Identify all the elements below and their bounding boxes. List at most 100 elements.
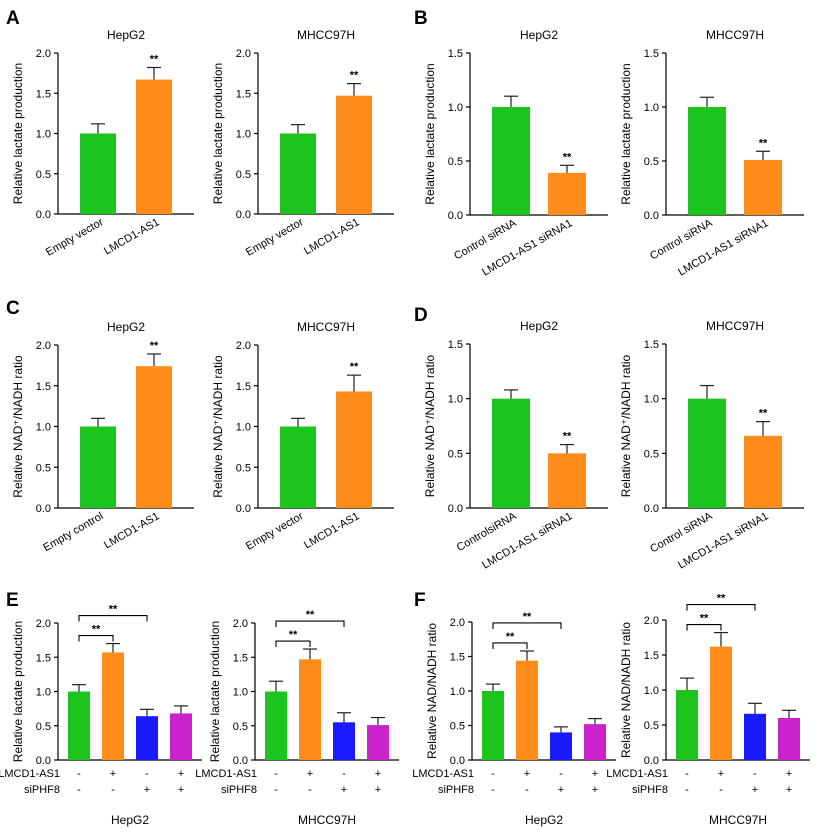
x-tick-label: LMCD1-AS1 siRNA1 bbox=[480, 217, 574, 278]
condition-row-label: siPHF8 bbox=[438, 784, 474, 796]
bar bbox=[136, 716, 158, 760]
x-tick-label: LMCD1-AS1 bbox=[102, 216, 161, 257]
y-tick-label: 0.5 bbox=[236, 169, 251, 181]
y-tick-label: 0.0 bbox=[644, 755, 659, 767]
bar bbox=[688, 107, 726, 215]
chart-a-right: 0.0 0.5 1.0 1.5 2.0 Relative lactate producti… bbox=[211, 28, 394, 259]
bracket-label: ** bbox=[700, 613, 709, 625]
x-tick-label: Empty control bbox=[41, 510, 105, 554]
bar bbox=[280, 426, 316, 508]
condition-sign: - bbox=[111, 784, 115, 796]
bar bbox=[548, 172, 586, 215]
condition-sign: - bbox=[491, 768, 495, 780]
significance-label: ** bbox=[759, 408, 768, 420]
significance-label: ** bbox=[563, 151, 572, 163]
condition-sign: + bbox=[375, 768, 381, 780]
y-axis-label: Relative lactate production bbox=[423, 63, 437, 204]
chart-f-right: 0.0 0.5 1.0 1.5 2.0 Relative NAD/NADH ratio **… bbox=[606, 593, 810, 827]
bar bbox=[744, 159, 782, 215]
condition-sign: + bbox=[178, 768, 184, 780]
y-tick-label: 0.5 bbox=[644, 156, 659, 168]
significance-label: ** bbox=[563, 431, 572, 443]
y-tick-label: 1.5 bbox=[236, 88, 251, 100]
chart-title: MHCC97H bbox=[297, 28, 355, 42]
chart-b-right: 0.0 0.5 1.0 1.5 Relative lactate production M… bbox=[619, 28, 804, 279]
y-tick-label: 0.5 bbox=[644, 448, 659, 460]
y-tick-label: 0.5 bbox=[36, 721, 51, 733]
x-tick-label: LMCD1-AS1 bbox=[102, 510, 161, 551]
y-tick-label: 1.0 bbox=[233, 687, 248, 699]
y-axis-label: Relative lactate production bbox=[619, 63, 633, 204]
chart-f-left: 0.0 0.5 1.0 1.5 2.0 Relative NAD/NADH ratio **… bbox=[412, 611, 616, 827]
chart-title: MHCC97H bbox=[706, 319, 764, 333]
bracket-label: ** bbox=[92, 624, 101, 636]
y-tick-label: 1.5 bbox=[36, 381, 51, 393]
y-tick-label: 1.5 bbox=[644, 339, 659, 351]
condition-sign: - bbox=[719, 784, 723, 796]
y-tick-label: 0.5 bbox=[448, 448, 463, 460]
y-tick-label: 0.5 bbox=[36, 462, 51, 474]
condition-sign: + bbox=[718, 768, 724, 780]
bar bbox=[548, 453, 586, 508]
condition-sign: + bbox=[341, 784, 347, 796]
y-tick-label: 1.5 bbox=[448, 339, 463, 351]
bar bbox=[280, 133, 316, 214]
bar bbox=[744, 713, 766, 760]
condition-sign: + bbox=[524, 768, 530, 780]
condition-sign: - bbox=[559, 768, 563, 780]
y-tick-label: 0.0 bbox=[233, 755, 248, 767]
bar bbox=[492, 107, 530, 215]
y-axis-label: Relative NAD⁺/NADH ratio bbox=[211, 355, 225, 498]
bar bbox=[688, 398, 726, 508]
y-tick-label: 1.5 bbox=[448, 48, 463, 60]
y-tick-label: 1.0 bbox=[448, 394, 463, 406]
chart-title: HepG2 bbox=[520, 28, 558, 42]
y-tick-label: 0.5 bbox=[644, 720, 659, 732]
panel-letter-d: D bbox=[414, 305, 428, 326]
significance-label: ** bbox=[150, 340, 159, 352]
chart-title: HepG2 bbox=[520, 319, 558, 333]
chart-c-left: 0.0 0.5 1.0 1.5 2.0 Relative NAD⁺/NADH ratio H… bbox=[11, 320, 194, 554]
significance-bracket bbox=[78, 635, 114, 642]
y-tick-label: 1.5 bbox=[644, 650, 659, 662]
y-tick-label: 0.0 bbox=[36, 755, 51, 767]
panel-letter-b: B bbox=[414, 8, 428, 29]
y-tick-label: 2.0 bbox=[36, 48, 51, 60]
y-axis-label: Relative NAD⁺/NADH ratio bbox=[619, 354, 633, 497]
bar bbox=[80, 426, 116, 508]
y-tick-label: 1.0 bbox=[644, 394, 659, 406]
y-tick-label: 0.0 bbox=[644, 503, 659, 515]
y-axis-label: Relative lactate production bbox=[211, 63, 225, 204]
y-tick-label: 1.5 bbox=[233, 652, 248, 664]
significance-bracket bbox=[686, 624, 722, 631]
significance-bracket bbox=[492, 622, 562, 629]
y-tick-label: 2.0 bbox=[450, 617, 465, 629]
bar bbox=[778, 718, 800, 760]
bar bbox=[136, 79, 172, 214]
group-label: MHCC97H bbox=[298, 813, 356, 827]
bracket-label: ** bbox=[506, 631, 515, 643]
condition-sign: + bbox=[144, 784, 150, 796]
y-tick-label: 0.5 bbox=[36, 169, 51, 181]
bar bbox=[170, 713, 192, 760]
y-tick-label: 0.5 bbox=[448, 156, 463, 168]
chart-title: MHCC97H bbox=[706, 28, 764, 42]
x-tick-label: LMCD1-AS1 siRNA1 bbox=[480, 510, 574, 571]
significance-label: ** bbox=[150, 53, 159, 65]
bracket-label: ** bbox=[306, 609, 315, 621]
y-tick-label: 1.5 bbox=[36, 88, 51, 100]
panel-letter-f: F bbox=[414, 590, 426, 611]
condition-sign: - bbox=[145, 768, 149, 780]
y-tick-label: 1.0 bbox=[448, 102, 463, 114]
chart-d-left: 0.0 0.5 1.0 1.5 Relative NAD⁺/NADH ratio HepG… bbox=[423, 319, 608, 572]
y-tick-label: 1.5 bbox=[450, 652, 465, 664]
condition-sign: - bbox=[274, 768, 278, 780]
condition-sign: + bbox=[786, 768, 792, 780]
significance-bracket bbox=[275, 640, 311, 648]
bar bbox=[482, 691, 504, 760]
condition-sign: + bbox=[786, 784, 792, 796]
x-tick-label: LMCD1-AS1 bbox=[302, 216, 361, 257]
group-label: HepG2 bbox=[111, 813, 149, 827]
panel-letter-a: A bbox=[6, 8, 20, 29]
bracket-label: ** bbox=[109, 604, 118, 616]
